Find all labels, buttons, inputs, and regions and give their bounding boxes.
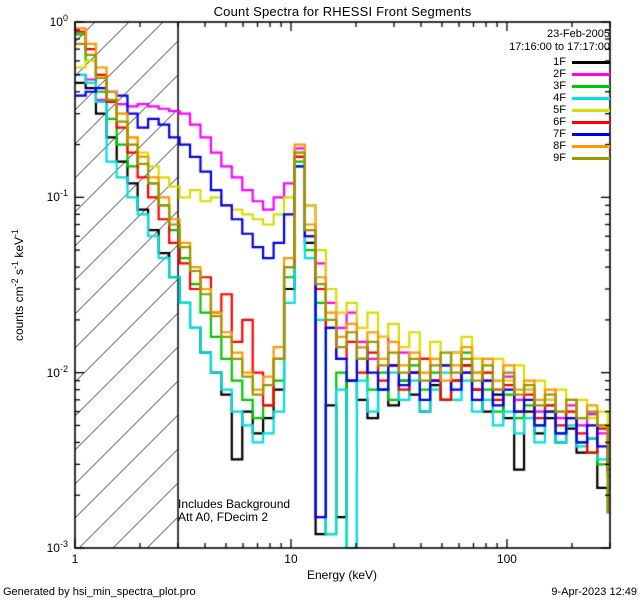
legend-label: 3F: [553, 80, 566, 92]
y-tick-label: 10-3: [46, 539, 68, 555]
y-tick-label: 100: [49, 13, 68, 29]
legend-label: 6F: [553, 116, 566, 128]
legend-item: 4F: [553, 92, 610, 104]
legend-color-line: [572, 120, 610, 124]
observation-time-range: 17:16:00 to 17:17:00: [509, 41, 610, 53]
footer-timestamp: 9-Apr-2023 12:49: [551, 586, 637, 598]
legend-item: 6F: [553, 116, 610, 128]
legend-color-line: [572, 132, 610, 136]
legend-item: 8F: [553, 140, 610, 152]
legend-color-line: [572, 108, 610, 112]
x-tick-label: 1: [71, 552, 79, 566]
detector-legend: 1F 2F 3F 4F 5F 6F 7F 8F 9F: [553, 56, 610, 164]
legend-color-line: [572, 144, 610, 148]
x-axis-label: Energy (keV): [306, 568, 378, 582]
y-tick-label: 10-2: [46, 363, 68, 380]
legend-color-line: [572, 60, 610, 64]
x-tick-label: 100: [496, 552, 517, 566]
legend-color-line: [572, 156, 610, 160]
legend-label: 2F: [553, 68, 566, 80]
legend-label: 4F: [553, 92, 566, 104]
legend-item: 7F: [553, 128, 610, 140]
legend-color-line: [572, 84, 610, 88]
chart-title: Count Spectra for RHESSI Front Segments: [213, 4, 472, 19]
observation-date: 23-Feb-2005: [547, 28, 610, 40]
annotation-includes-background: Includes Background: [178, 497, 291, 511]
legend-color-line: [572, 96, 610, 100]
legend-item: 9F: [553, 152, 610, 164]
legend-label: 5F: [553, 104, 566, 116]
x-tick-label: 10: [284, 552, 298, 566]
legend-item: 5F: [553, 104, 610, 116]
legend-item: 2F: [553, 68, 610, 80]
legend-label: 7F: [553, 128, 566, 140]
legend-color-line: [572, 72, 610, 76]
annotation-attenuator-state: Att A0, FDecim 2: [178, 510, 269, 524]
legend-item: 1F: [553, 56, 610, 68]
legend-item: 3F: [553, 80, 610, 92]
y-axis-label: counts cm-2 s-1 keV-1: [10, 228, 26, 342]
y-tick-label: 10-1: [46, 188, 68, 205]
legend-label: 1F: [553, 56, 566, 68]
footer-generated-by: Generated by hsi_min_spectra_plot.pro: [3, 586, 196, 598]
legend-label: 9F: [553, 152, 566, 164]
legend-label: 8F: [553, 140, 566, 152]
